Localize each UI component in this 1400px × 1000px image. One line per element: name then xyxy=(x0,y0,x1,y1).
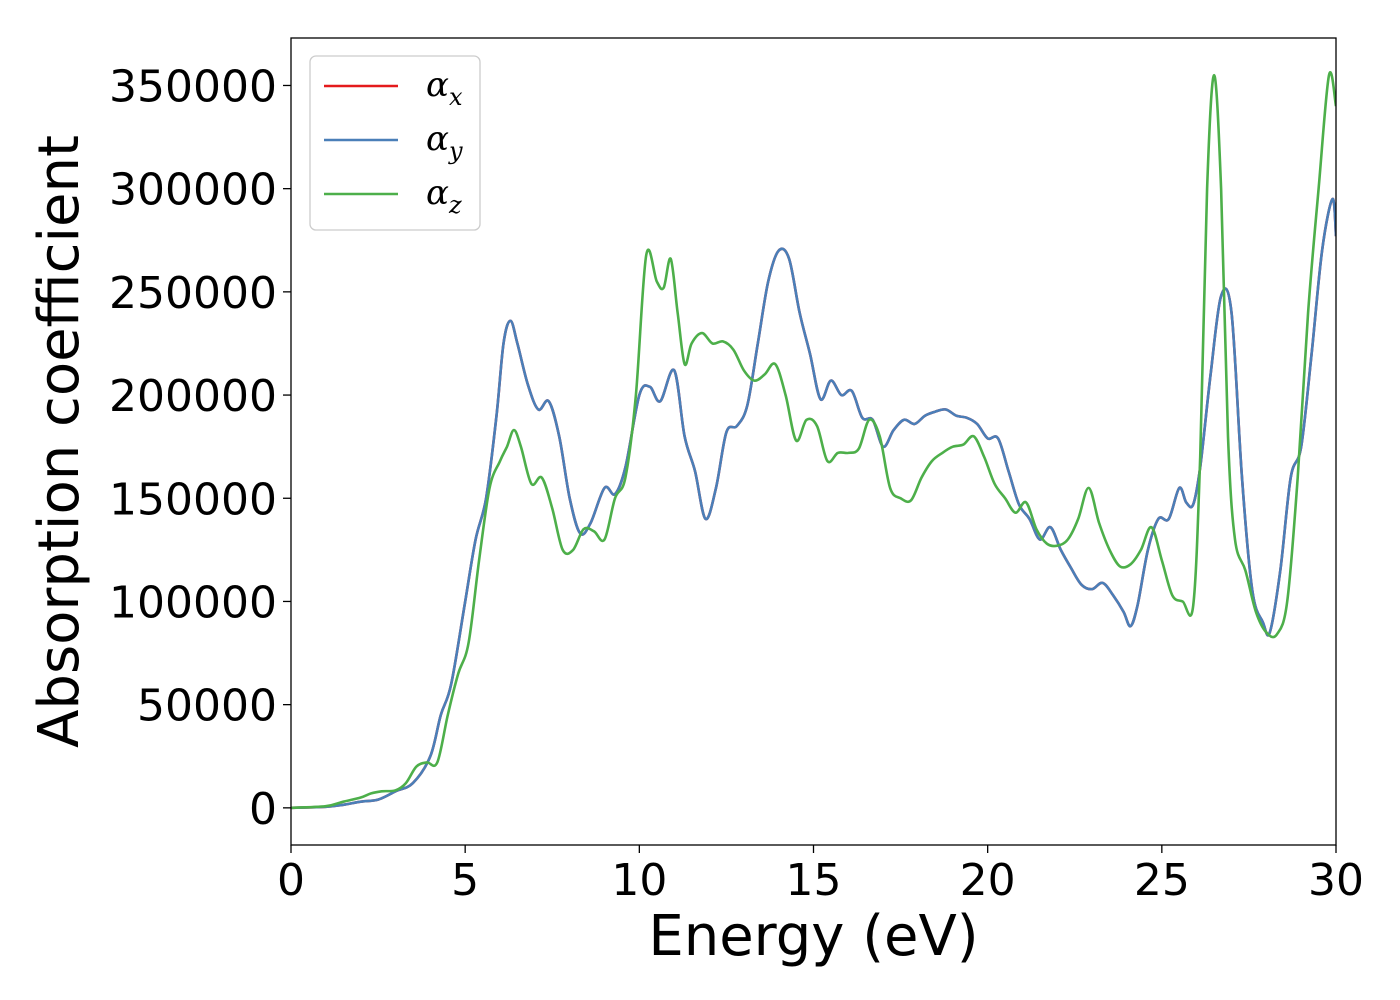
y-tick-label: 200000 xyxy=(109,371,277,422)
legend-label-x: αx xyxy=(426,65,463,111)
x-tick-label: 10 xyxy=(611,855,667,906)
x-axis-title: Energy (eV) xyxy=(648,904,978,969)
legend-label-z: αz xyxy=(426,173,462,219)
y-axis-title: Absorption coefficient xyxy=(27,135,92,748)
legend-label-y: αy xyxy=(426,119,463,165)
y-tick-label: 300000 xyxy=(109,165,277,216)
y-tick-label: 100000 xyxy=(109,577,277,628)
series-line-z xyxy=(291,71,1336,810)
x-tick-label: 5 xyxy=(451,855,479,906)
x-tick-label: 30 xyxy=(1308,855,1364,906)
series-layer xyxy=(291,71,1336,810)
x-axis: 0 5 10 15 20 25 30 xyxy=(277,845,1364,906)
y-tick-label: 250000 xyxy=(109,268,277,319)
x-tick-label: 0 xyxy=(277,855,305,906)
x-tick-label: 20 xyxy=(960,855,1016,906)
legend-box xyxy=(309,55,481,231)
x-tick-label: 25 xyxy=(1134,855,1190,906)
x-tick-label: 15 xyxy=(786,855,842,906)
y-tick-label: 150000 xyxy=(109,474,277,525)
legend: αx αy αz xyxy=(309,55,481,231)
y-tick-label: 350000 xyxy=(109,61,277,112)
y-tick-label: 50000 xyxy=(137,681,277,732)
y-axis: 0 50000 100000 150000 200000 250000 300000 3500… xyxy=(109,61,291,835)
y-tick-label: 0 xyxy=(249,784,277,835)
series-line-y xyxy=(291,197,1336,810)
